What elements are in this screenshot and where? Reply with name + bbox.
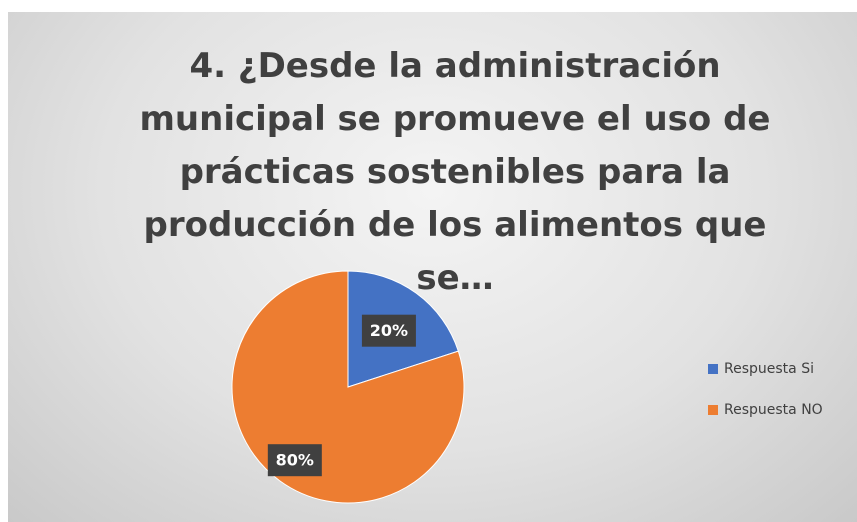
- data-label: 20%: [370, 321, 408, 340]
- legend-label: Respuesta NO: [724, 402, 823, 418]
- legend-swatch: [708, 405, 718, 415]
- data-label-box: [361, 314, 416, 347]
- legend-label: Respuesta Si: [724, 361, 814, 377]
- data-label-box: [267, 444, 322, 477]
- chart: 20% 80% Respuesta Si Respuesta NO: [231, 270, 823, 504]
- chart-title: 4. ¿Desde la administración municipal se…: [139, 46, 771, 298]
- legend-swatch: [708, 364, 718, 374]
- data-label: 80%: [276, 451, 314, 470]
- chart-area: 4. ¿Desde la administración municipal se…: [8, 12, 857, 522]
